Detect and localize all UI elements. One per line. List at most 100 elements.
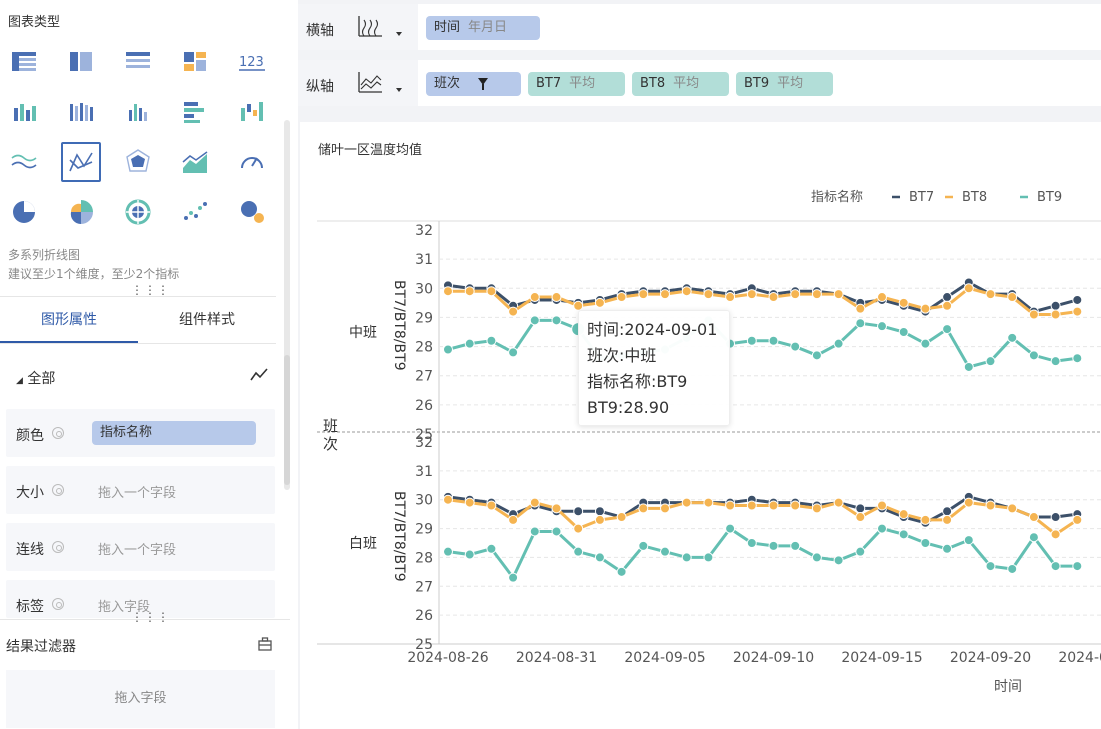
table-icon	[12, 52, 36, 71]
sunburst-icon	[125, 199, 151, 225]
tooltip-value: BT9:28.90	[587, 398, 670, 417]
y-field-bt7[interactable]: BT7 平均	[528, 72, 625, 96]
divider	[0, 619, 290, 620]
data-point-bt8	[660, 289, 670, 300]
x-axis-dropdown-caret[interactable]	[396, 32, 402, 36]
area-icon	[182, 151, 208, 173]
data-point-bt9	[985, 356, 996, 367]
tab-component-style[interactable]: 组件样式	[179, 312, 235, 328]
chart-type-detail-table-button[interactable]	[118, 42, 158, 82]
chart-type-table-button[interactable]	[4, 42, 44, 82]
label-property-row[interactable]: 标签 拖入字段	[6, 580, 275, 618]
chart-type-scatter-button[interactable]	[175, 192, 215, 232]
chart-type-multi-line-button[interactable]	[61, 142, 101, 182]
line-property-row[interactable]: 连线 拖入一个字段	[6, 523, 275, 571]
result-filter-dropzone[interactable]: 拖入字段	[6, 670, 275, 728]
chart-type-stacked-bar-button[interactable]	[4, 92, 44, 132]
data-point-bt9	[920, 538, 931, 548]
chart-tooltip: 时间:2024-09-01 班次:中班 指标名称:BT9 BT9:28.90	[578, 310, 730, 426]
y-field-bt9-name: BT9	[744, 76, 770, 91]
label-drop-placeholder[interactable]: 拖入字段	[98, 600, 151, 615]
chart-type-bubble-button[interactable]	[232, 192, 272, 232]
chart-type-waterfall-button[interactable]	[232, 92, 272, 132]
x-axis-icon[interactable]	[356, 14, 384, 40]
chart-type-area-line-button[interactable]	[4, 142, 44, 182]
y-field-shift-name: 班次	[434, 76, 461, 91]
tooltip-time: 时间:2024-09-01	[587, 320, 718, 339]
left-scrollbar-thumb[interactable]	[284, 355, 290, 485]
data-point-bt9	[942, 543, 953, 554]
chart-type-horizontal-bar-button[interactable]	[175, 92, 215, 132]
all-section-toggle[interactable]: ◢ 全部	[16, 368, 55, 388]
chart-type-grouped-bar-button[interactable]	[61, 92, 101, 132]
resize-handle-top[interactable]: ⋮⋮⋮	[131, 283, 170, 297]
color-property-row[interactable]: 颜色 指标名称	[6, 409, 275, 457]
resize-handle-bottom[interactable]: ⋮⋮⋮	[131, 610, 170, 624]
grouped-bar-icon	[70, 103, 93, 121]
x-tick-label: 2024-08-26	[407, 650, 488, 666]
selected-chart-name: 多系列折线图	[8, 248, 81, 262]
x-field-name: 时间	[434, 20, 461, 35]
y-tick-label: 30	[415, 281, 433, 297]
filter-icon[interactable]	[478, 78, 488, 90]
data-point-bt9	[746, 335, 757, 346]
y-axis-icon[interactable]	[356, 70, 384, 96]
chart-type-gauge-button[interactable]	[232, 142, 272, 182]
toolbox-icon[interactable]	[257, 636, 273, 652]
data-point-bt8	[1050, 309, 1061, 320]
data-point-bt9	[443, 546, 453, 557]
color-field-pill[interactable]: 指标名称	[92, 421, 256, 445]
data-point-bt9	[985, 561, 996, 572]
data-point-bt9	[920, 338, 931, 349]
data-point-bt8	[573, 523, 584, 534]
gear-icon[interactable]	[52, 427, 64, 439]
chart-type-area-button[interactable]	[175, 142, 215, 182]
gear-icon[interactable]	[52, 598, 64, 610]
gear-icon[interactable]	[52, 541, 64, 553]
chart-type-column-button[interactable]	[118, 92, 158, 132]
data-point-bt8	[573, 300, 584, 311]
stacked-bar-icon	[14, 104, 36, 121]
size-drop-placeholder[interactable]: 拖入一个字段	[98, 486, 177, 501]
y-field-shift[interactable]: 班次	[426, 72, 521, 96]
x-field-time[interactable]: 时间 年月日	[426, 16, 540, 40]
data-point-bt7	[1050, 512, 1061, 523]
left-scrollbar-track[interactable]	[284, 120, 290, 490]
x-tick-label: 2024-09-15	[841, 650, 922, 666]
y-tick-label: 26	[415, 608, 433, 624]
y-tick-label: 25	[415, 637, 433, 653]
chart-type-rose-pie-button[interactable]	[61, 192, 101, 232]
data-point-bt9	[508, 347, 519, 358]
y-axis-dropdown-caret[interactable]	[396, 88, 402, 92]
gear-icon[interactable]	[52, 484, 64, 496]
y-tick-label: 25	[415, 427, 433, 443]
data-point-bt8	[920, 514, 931, 525]
data-point-bt8	[616, 292, 627, 303]
chart-type-number-button[interactable]: 123	[232, 42, 272, 82]
chart-type-cross-table-button[interactable]	[61, 42, 101, 82]
data-point-bt8	[1007, 503, 1018, 514]
y-field-bt9[interactable]: BT9 平均	[736, 72, 833, 96]
chart-svg[interactable]: 指标名称 BT7 BT8 BT9 班次 中班 BT7/BT8/BT9 25 26 27 28 29 30…	[300, 122, 1101, 729]
size-property-row[interactable]: 大小 拖入一个字段	[6, 466, 275, 514]
area-line-icon	[11, 154, 37, 169]
data-point-bt8	[877, 292, 887, 303]
chart-type-pie-button[interactable]	[4, 192, 44, 232]
chart-type-sunburst-button[interactable]	[118, 192, 158, 232]
chart-type-radar-button[interactable]	[118, 142, 158, 182]
y-field-bt7-name: BT7	[536, 76, 562, 91]
y-field-bt8[interactable]: BT8 平均	[632, 72, 729, 96]
line-chart-icon[interactable]	[248, 364, 270, 386]
data-point-bt9	[1072, 353, 1083, 364]
data-point-bt8	[486, 500, 497, 511]
data-point-bt9	[768, 540, 779, 551]
data-point-bt9	[1028, 350, 1039, 361]
data-point-bt8	[811, 503, 822, 514]
y-tick-label: 28	[415, 550, 433, 566]
tab-graphic-properties[interactable]: 图形属性	[0, 297, 138, 343]
chart-type-treemap-button[interactable]	[175, 42, 215, 82]
line-drop-placeholder[interactable]: 拖入一个字段	[98, 543, 177, 558]
data-point-bt8	[1028, 512, 1039, 523]
data-point-bt8	[833, 497, 844, 508]
chart-card: 储叶一区温度均值 指标名称 BT7 BT8 BT9 班次中班 BT7/BT8/BT9 25 2…	[300, 122, 1101, 729]
